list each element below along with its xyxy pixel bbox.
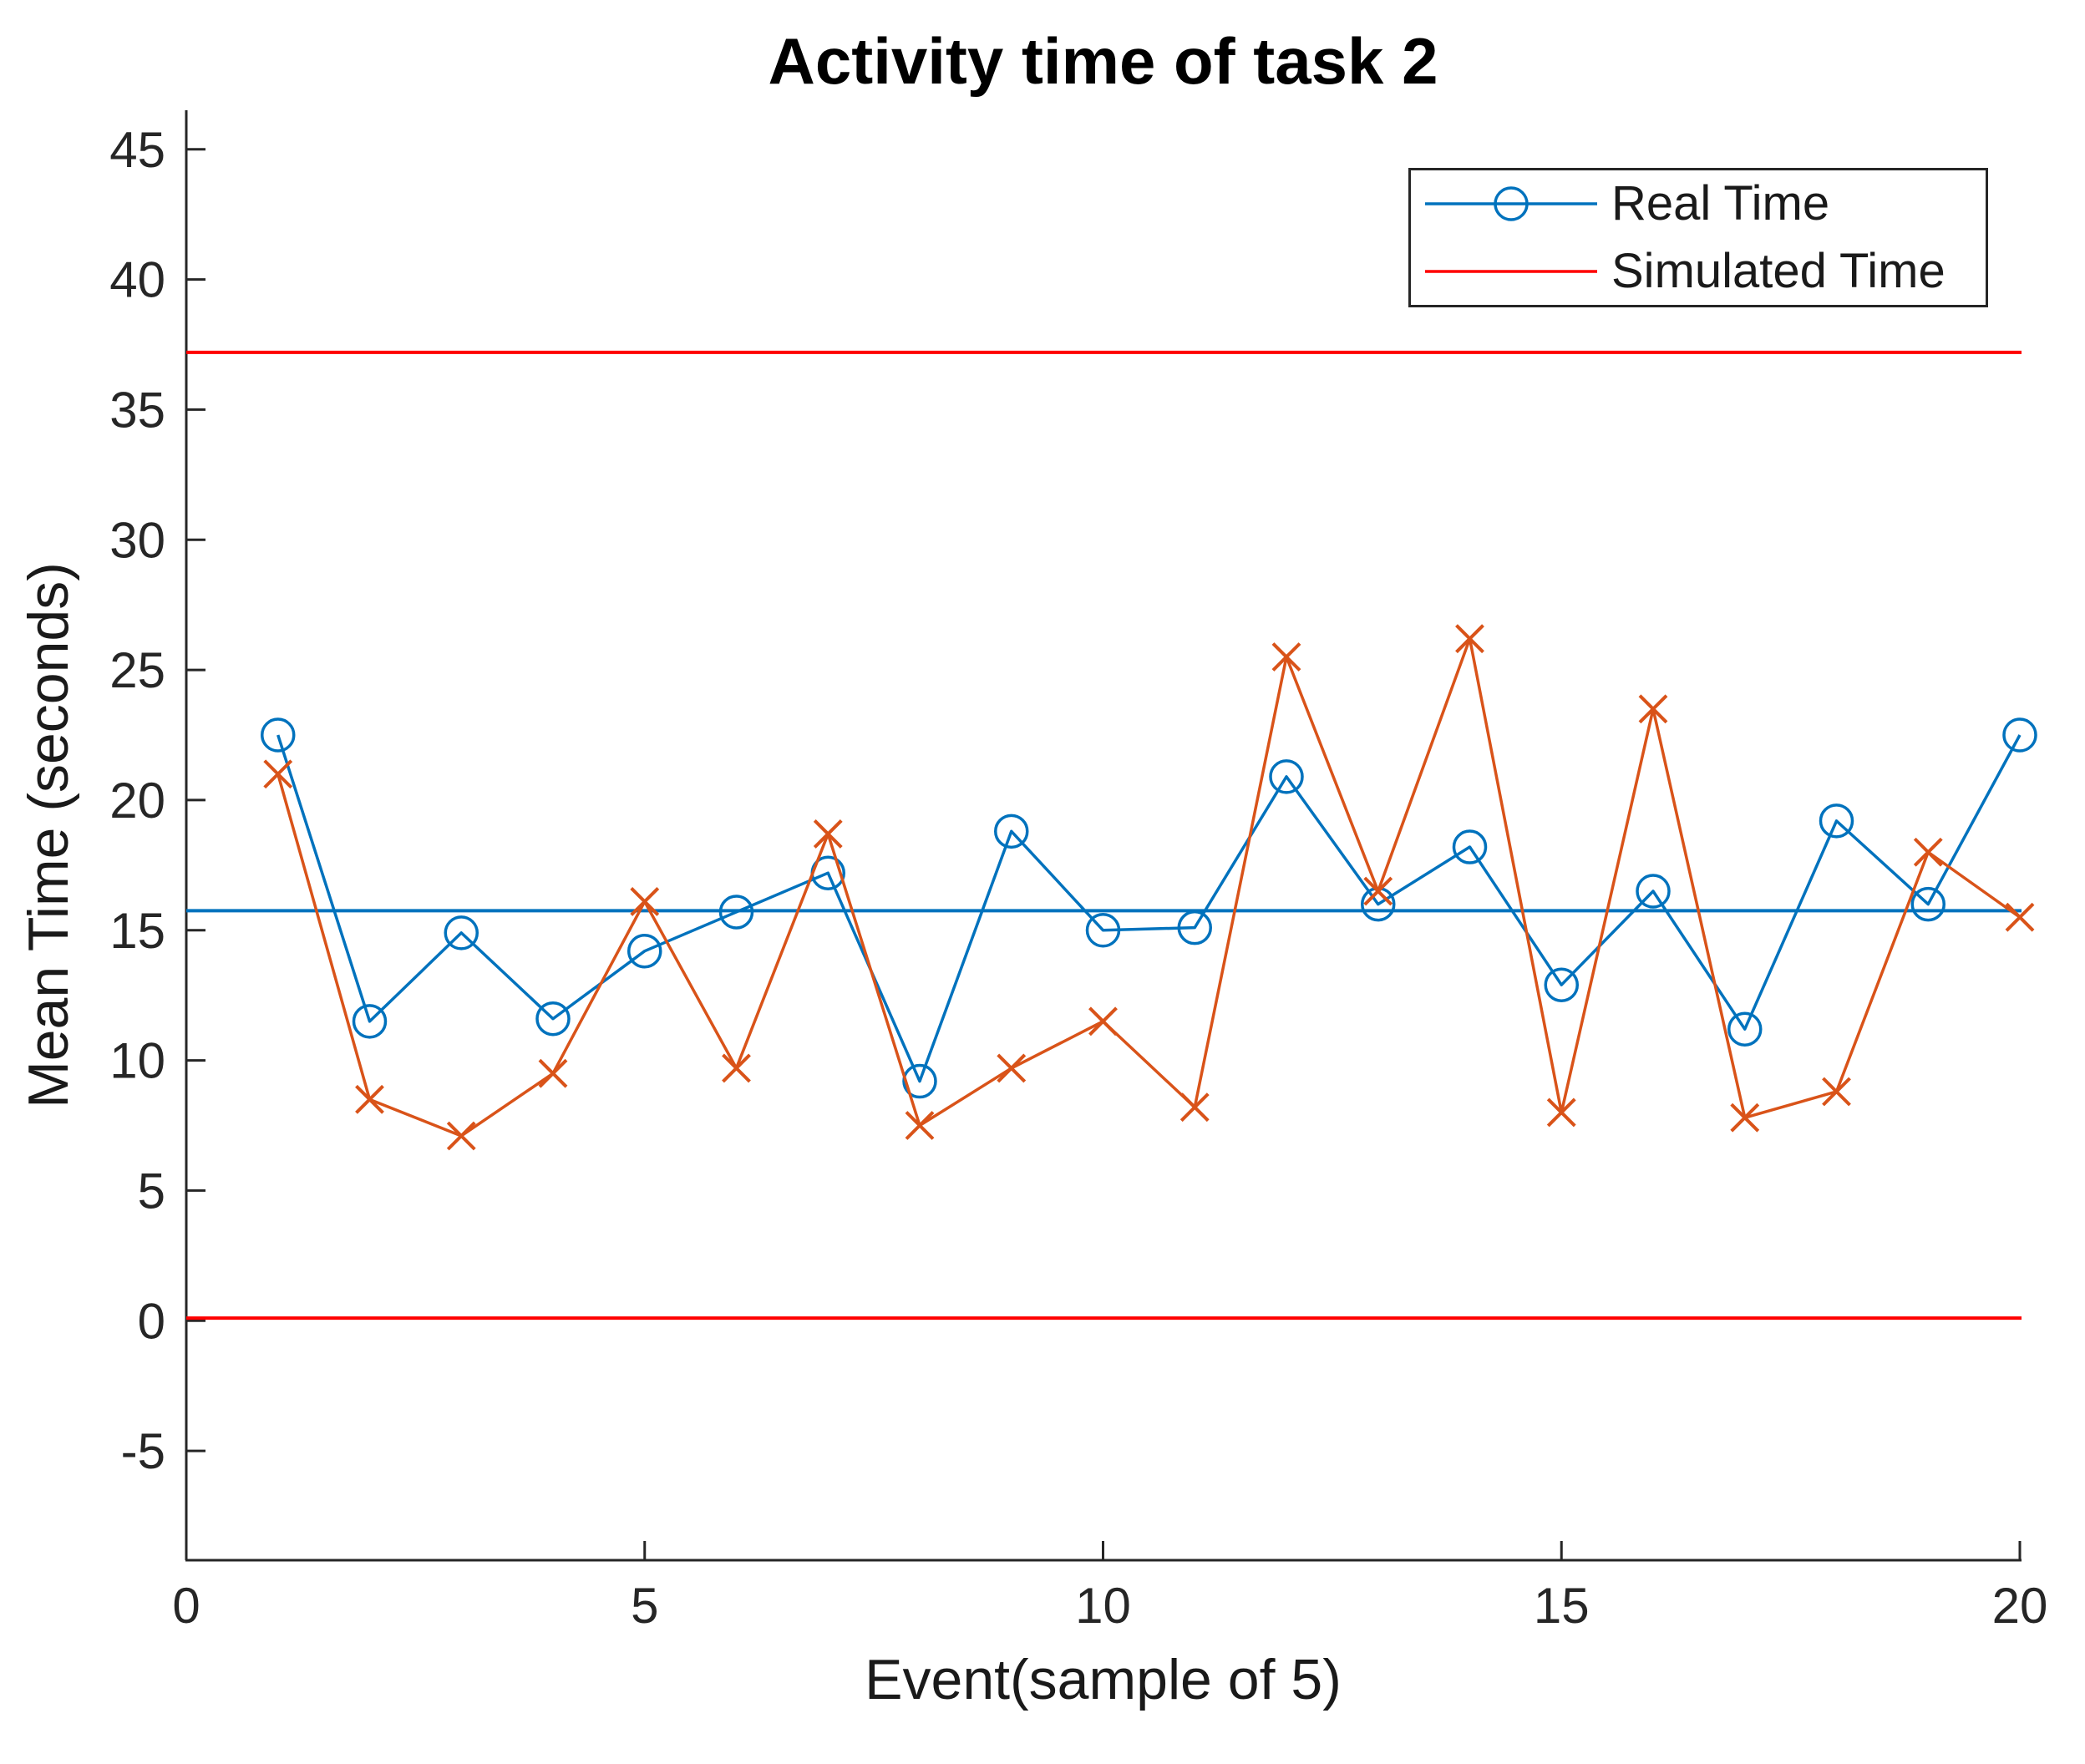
data-point-x-marker	[263, 759, 293, 789]
data-point-circle-marker	[627, 933, 662, 969]
data-point-x-marker	[722, 1053, 751, 1083]
data-point-circle-marker	[718, 895, 754, 930]
y-tick-label: 40	[109, 252, 165, 308]
data-point-x-marker	[630, 887, 660, 916]
data-point-circle-marker	[1269, 759, 1304, 794]
legend-box: Real Time Simulated Time	[1408, 168, 1988, 307]
y-tick-label: 30	[109, 512, 165, 568]
data-point-x-marker	[813, 819, 843, 849]
data-point-x-marker	[1822, 1077, 1851, 1107]
data-point-x-marker	[446, 1121, 476, 1151]
data-point-x-marker	[997, 1053, 1027, 1083]
chart-title: Activity time of task 2	[768, 24, 1438, 98]
data-point-x-marker	[1913, 837, 1943, 867]
y-tick-label: 25	[109, 642, 165, 698]
data-point-x-marker	[1455, 624, 1484, 654]
data-point-circle-marker	[535, 1001, 571, 1037]
y-tick-label: 5	[138, 1163, 165, 1219]
legend-label-simulated-time: Simulated Time	[1611, 243, 1945, 298]
y-tick-label: 0	[138, 1293, 165, 1349]
data-point-circle-marker	[1452, 829, 1488, 864]
series-line-real-time	[276, 734, 2022, 1083]
y-tick-label: 35	[109, 382, 165, 438]
data-point-circle-marker	[1177, 910, 1212, 945]
data-point-x-marker	[1546, 1097, 1576, 1128]
data-point-circle-marker	[902, 1063, 937, 1099]
legend-label-real-time: Real Time	[1611, 176, 1830, 231]
data-point-circle-marker	[1544, 967, 1579, 1002]
series-line-simulated-samples	[276, 636, 2022, 1138]
data-point-x-marker	[1179, 1092, 1210, 1123]
y-tick-label: -5	[121, 1423, 165, 1479]
legend-item-real-time: Real Time	[1411, 170, 1986, 238]
x-tick-label: 0	[172, 1578, 200, 1634]
data-point-x-marker	[1363, 876, 1393, 906]
legend-circle-marker-icon	[1494, 186, 1529, 221]
data-point-circle-marker	[352, 1004, 388, 1039]
y-tick-label: 45	[109, 122, 165, 178]
legend-item-simulated-time: Simulated Time	[1411, 238, 1986, 306]
data-point-x-marker	[355, 1084, 384, 1114]
data-point-x-marker	[1271, 642, 1301, 672]
data-point-circle-marker	[261, 717, 296, 753]
data-point-x-marker	[1088, 1006, 1118, 1037]
legend-sample-simulated-time-line-icon	[1425, 270, 1597, 273]
y-tick-label: 20	[109, 773, 165, 829]
data-point-circle-marker	[444, 915, 479, 950]
data-point-x-marker	[538, 1058, 568, 1088]
x-axis-label: Event(sample of 5)	[865, 1648, 1342, 1711]
y-tick-label: 10	[109, 1033, 165, 1089]
data-point-x-marker	[1730, 1102, 1760, 1133]
data-point-circle-marker	[1727, 1011, 1763, 1047]
data-point-x-marker	[905, 1111, 935, 1140]
data-point-circle-marker	[1819, 803, 1854, 839]
x-tick-label: 10	[1075, 1578, 1131, 1634]
x-tick-label: 5	[631, 1578, 658, 1634]
data-point-circle-marker	[1636, 874, 1671, 909]
y-axis-label: Mean Time (seconds)	[17, 562, 80, 1108]
data-point-circle-marker	[2002, 717, 2037, 753]
x-tick-label: 15	[1534, 1578, 1590, 1634]
data-point-x-marker	[1638, 694, 1668, 724]
x-tick-label: 20	[1992, 1578, 2048, 1634]
data-point-circle-marker	[994, 814, 1029, 849]
legend-sample-real-time-line-circle-icon	[1425, 186, 1597, 221]
data-point-x-marker	[2005, 902, 2035, 932]
y-tick-label: 15	[109, 903, 165, 959]
data-point-circle-marker	[1910, 886, 1945, 922]
data-point-circle-marker	[1085, 913, 1121, 948]
